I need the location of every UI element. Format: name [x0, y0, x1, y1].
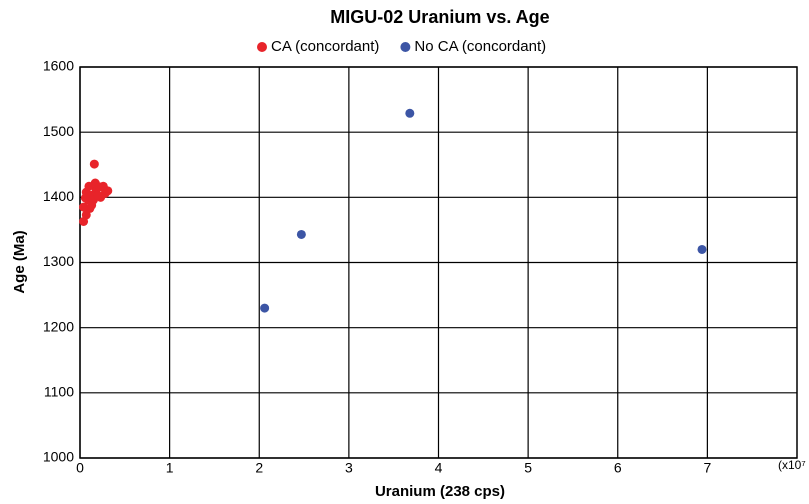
x-tick-label: 5	[524, 460, 532, 476]
x-tick-label: 2	[255, 460, 263, 476]
data-point	[103, 186, 113, 196]
y-tick-label: 1400	[43, 188, 74, 204]
data-point	[93, 190, 103, 200]
data-point	[80, 193, 90, 203]
y-tick-label: 1100	[44, 384, 74, 400]
x-multiplier: (x10⁷	[778, 458, 806, 472]
data-point	[84, 181, 94, 191]
x-tick-label: 0	[76, 460, 84, 476]
data-point	[296, 229, 306, 239]
chart-title: MIGU-02 Uranium vs. Age	[330, 7, 549, 27]
y-axis-label: Age (Ma)	[11, 230, 28, 293]
x-tick-label: 6	[614, 460, 622, 476]
x-tick-label: 1	[166, 460, 174, 476]
y-tick-label: 1200	[43, 318, 74, 334]
y-tick-label: 1600	[43, 58, 74, 74]
x-axis-label: Uranium (238 cps)	[375, 483, 505, 500]
data-point	[89, 159, 99, 169]
legend-label: CA (concordant)	[271, 38, 379, 55]
x-tick-label: 3	[345, 460, 353, 476]
legend-marker	[400, 42, 411, 52]
x-tick-label: 7	[703, 460, 711, 476]
data-point	[405, 108, 415, 118]
y-tick-label: 1000	[43, 449, 74, 465]
y-tick-label: 1500	[43, 123, 74, 139]
x-tick-label: 4	[435, 460, 443, 476]
y-tick-label: 1300	[43, 253, 74, 269]
legend-marker	[257, 42, 267, 52]
data-point	[79, 202, 89, 212]
legend-label: No CA (concordant)	[414, 38, 546, 55]
data-point	[260, 303, 270, 313]
data-point	[697, 244, 707, 254]
